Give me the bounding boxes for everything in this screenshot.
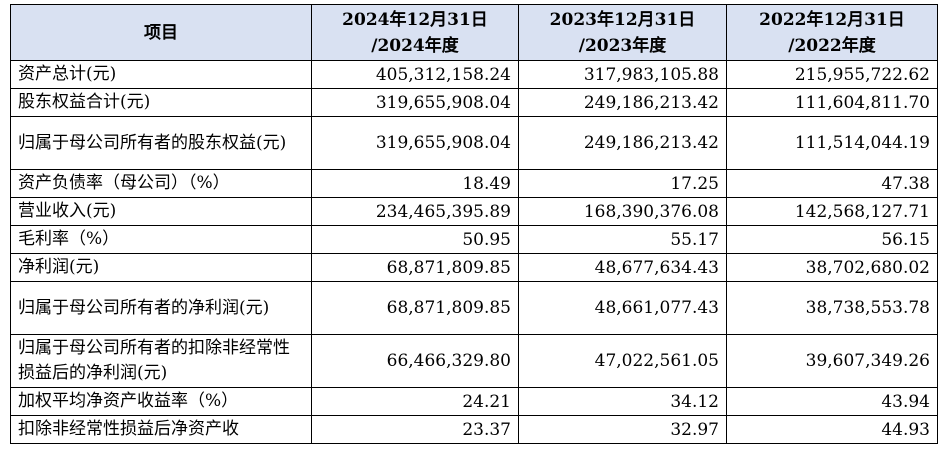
value-2024: 23.37	[311, 415, 519, 444]
header-2023: 2023年12月31日 /2023年度	[518, 4, 727, 61]
header-item: 项目	[10, 4, 312, 61]
value-2022: 38,738,553.78	[726, 281, 938, 335]
value-2024: 24.21	[311, 387, 519, 416]
row-label: 股东权益合计(元)	[10, 88, 312, 117]
row-label: 归属于母公司所有者的股东权益(元)	[10, 116, 312, 170]
value-2023: 249,186,213.42	[518, 116, 727, 170]
value-2023: 34.12	[518, 387, 727, 416]
header-2023-year: /2023年度	[578, 35, 667, 56]
table-row: 资产负债率（母公司）（%） 18.49 17.25 47.38	[10, 169, 938, 198]
value-2022: 111,604,811.70	[726, 88, 938, 117]
value-2024: 18.49	[311, 169, 519, 198]
value-2022: 47.38	[726, 169, 938, 198]
value-2022: 43.94	[726, 387, 938, 416]
table-row: 归属于母公司所有者的净利润(元) 68,871,809.85 48,661,07…	[10, 281, 938, 335]
value-2024: 68,871,809.85	[311, 281, 519, 335]
value-2024: 319,655,908.04	[311, 88, 519, 117]
value-2022: 142,568,127.71	[726, 197, 938, 226]
value-2023: 317,983,105.88	[518, 60, 727, 89]
value-2023: 17.25	[518, 169, 727, 198]
table-row: 营业收入(元) 234,465,395.89 168,390,376.08 14…	[10, 197, 938, 226]
value-2023: 47,022,561.05	[518, 334, 727, 388]
value-2022: 56.15	[726, 225, 938, 254]
table-row: 净利润(元) 68,871,809.85 48,677,634.43 38,70…	[10, 253, 938, 282]
value-2024: 405,312,158.24	[311, 60, 519, 89]
value-2023: 48,677,634.43	[518, 253, 727, 282]
row-label: 扣除非经常性损益后净资产收	[10, 415, 312, 444]
row-label: 加权平均净资产收益率（%）	[10, 387, 312, 416]
table-row: 资产总计(元) 405,312,158.24 317,983,105.88 21…	[10, 60, 938, 89]
header-2022-year: /2022年度	[788, 35, 876, 56]
row-label: 毛利率（%）	[10, 225, 312, 254]
row-label: 资产总计(元)	[10, 60, 312, 89]
value-2023: 55.17	[518, 225, 727, 254]
header-2023-date: 2023年12月31日	[549, 9, 696, 30]
value-2023: 48,661,077.43	[518, 281, 727, 335]
table-row: 归属于母公司所有者的股东权益(元) 319,655,908.04 249,186…	[10, 116, 938, 170]
row-label: 归属于母公司所有者的扣除非经常性损益后的净利润(元)	[10, 334, 312, 388]
value-2022: 44.93	[726, 415, 938, 444]
row-label: 归属于母公司所有者的净利润(元)	[10, 281, 312, 335]
table-row: 加权平均净资产收益率（%） 24.21 34.12 43.94	[10, 387, 938, 416]
table-row: 毛利率（%） 50.95 55.17 56.15	[10, 225, 938, 254]
table-row: 股东权益合计(元) 319,655,908.04 249,186,213.42 …	[10, 88, 938, 117]
table-row: 归属于母公司所有者的扣除非经常性损益后的净利润(元) 66,466,329.80…	[10, 334, 938, 388]
value-2024: 234,465,395.89	[311, 197, 519, 226]
value-2023: 32.97	[518, 415, 727, 444]
value-2022: 38,702,680.02	[726, 253, 938, 282]
header-2022-date: 2022年12月31日	[759, 9, 905, 30]
value-2022: 111,514,044.19	[726, 116, 938, 170]
value-2023: 249,186,213.42	[518, 88, 727, 117]
row-label: 营业收入(元)	[10, 197, 312, 226]
header-2024: 2024年12月31日 /2024年度	[311, 4, 519, 61]
value-2024: 68,871,809.85	[311, 253, 519, 282]
table-row: 扣除非经常性损益后净资产收 23.37 32.97 44.93	[10, 415, 938, 444]
value-2024: 66,466,329.80	[311, 334, 519, 388]
row-label: 资产负债率（母公司）（%）	[10, 169, 312, 198]
table-header-row: 项目 2024年12月31日 /2024年度 2023年12月31日 /2023…	[10, 4, 938, 61]
value-2024: 319,655,908.04	[311, 116, 519, 170]
value-2022: 39,607,349.26	[726, 334, 938, 388]
row-label: 净利润(元)	[10, 253, 312, 282]
header-2024-date: 2024年12月31日	[342, 9, 488, 30]
financial-data-table: 项目 2024年12月31日 /2024年度 2023年12月31日 /2023…	[10, 4, 938, 444]
header-2022: 2022年12月31日 /2022年度	[726, 4, 938, 61]
header-2024-year: /2024年度	[371, 35, 459, 56]
value-2022: 215,955,722.62	[726, 60, 938, 89]
value-2023: 168,390,376.08	[518, 197, 727, 226]
value-2024: 50.95	[311, 225, 519, 254]
